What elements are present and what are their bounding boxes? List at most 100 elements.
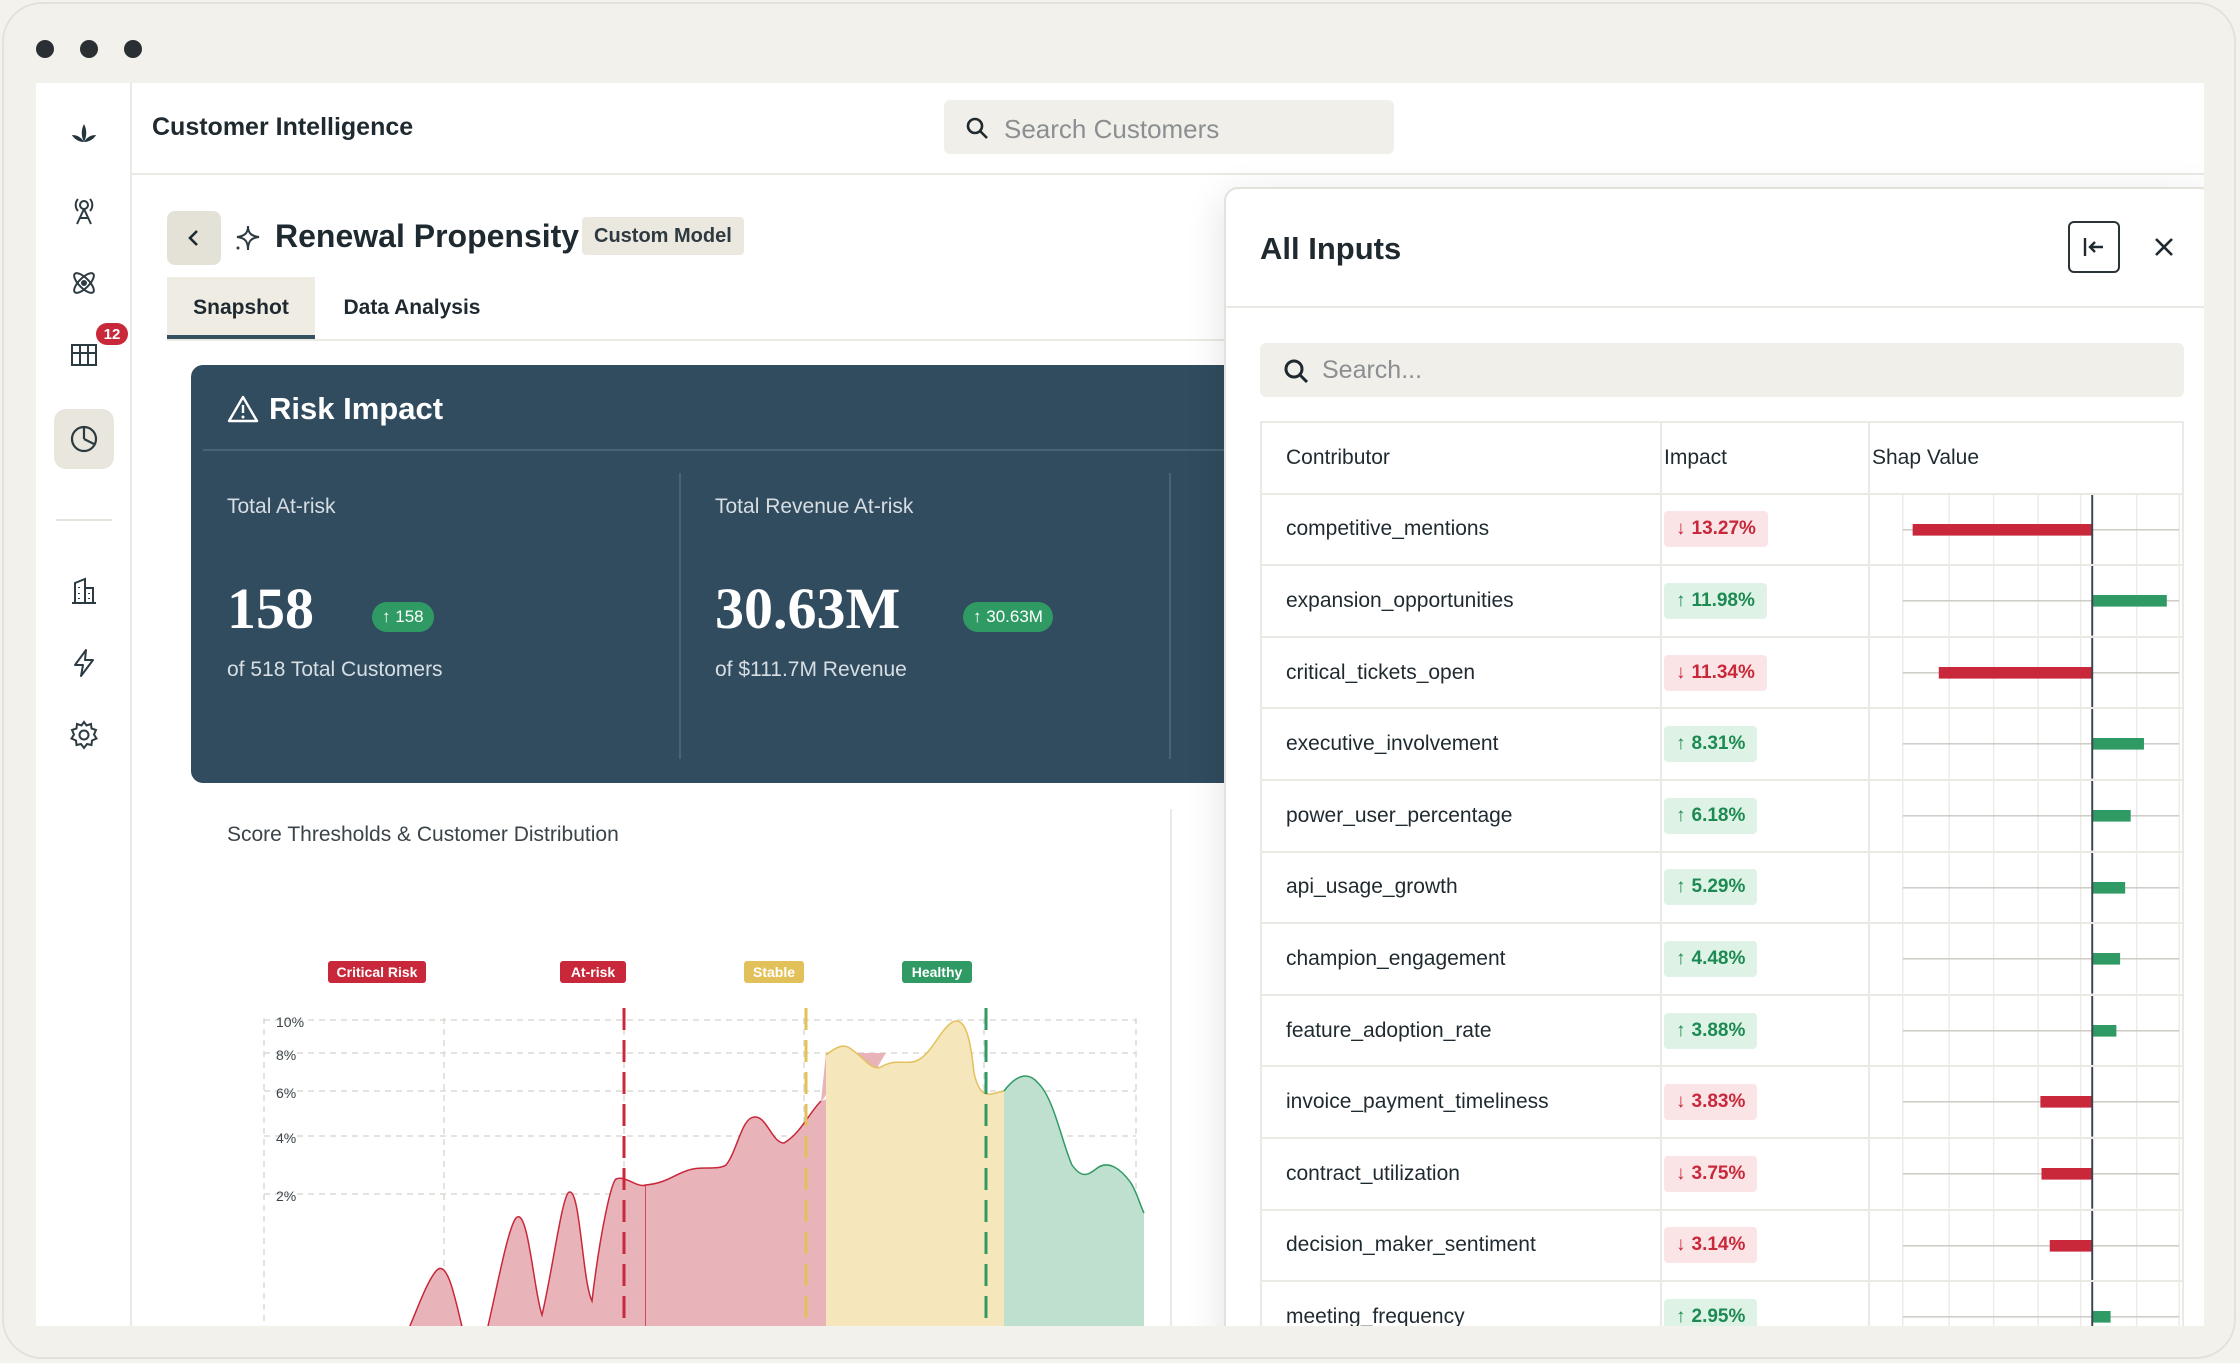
impact-value: 11.34% bbox=[1691, 661, 1755, 683]
bolt-icon[interactable] bbox=[54, 633, 114, 693]
all-inputs-panel: All Inputs Search... Contributor Impact … bbox=[1224, 187, 2204, 1326]
table-row[interactable]: feature_adoption_rate ↑ 3.88% bbox=[1262, 995, 2182, 1068]
customer-search[interactable]: Search Customers bbox=[944, 100, 1394, 154]
table-row[interactable]: api_usage_growth ↑ 5.29% bbox=[1262, 852, 2182, 925]
band-label: At-risk bbox=[560, 961, 626, 983]
table-row[interactable]: decision_maker_sentiment ↓ 3.14% bbox=[1262, 1210, 2182, 1283]
impact-cell: ↓ 3.14% bbox=[1664, 1211, 1758, 1281]
column-divider bbox=[1868, 852, 1870, 923]
table-row[interactable]: invoice_payment_timeliness ↓ 3.83% bbox=[1262, 1067, 2182, 1139]
model-chip: Custom Model bbox=[582, 217, 744, 255]
table-row[interactable]: contract_utilization ↓ 3.75% bbox=[1262, 1138, 2182, 1211]
column-header[interactable]: Contributor bbox=[1286, 445, 1390, 469]
shap-bar bbox=[2092, 953, 2121, 965]
shap-bar bbox=[2092, 881, 2126, 894]
table-row[interactable]: expansion_opportunities ↑ 11.98% bbox=[1262, 566, 2182, 638]
board-icon[interactable] bbox=[54, 325, 114, 385]
inputs-search[interactable]: Search... bbox=[1260, 343, 2184, 397]
chart-pie-icon[interactable] bbox=[54, 409, 114, 469]
building-icon[interactable] bbox=[54, 561, 114, 621]
metric-divider bbox=[679, 473, 681, 759]
column-divider bbox=[1660, 1138, 1662, 1209]
impact-value: 3.14% bbox=[1691, 1234, 1746, 1256]
metric-label: Total At-risk bbox=[227, 495, 336, 518]
column-divider bbox=[1868, 1282, 1870, 1326]
arrow-down-icon: ↓ bbox=[1676, 1091, 1686, 1113]
atom-icon[interactable] bbox=[54, 253, 114, 313]
contributor-name: expansion_opportunities bbox=[1286, 588, 1514, 612]
column-divider bbox=[1660, 637, 1662, 708]
tab-snapshot[interactable]: Snapshot bbox=[167, 277, 315, 339]
table-row[interactable]: executive_involvement ↑ 8.31% bbox=[1262, 709, 2182, 781]
table-row[interactable]: critical_tickets_open ↓ 11.34% bbox=[1262, 637, 2182, 710]
risk-impact-header: Risk Impact bbox=[227, 391, 443, 427]
shap-bar-chart bbox=[1902, 494, 2180, 565]
distribution-chart: Critical Risk At-risk Stable Healthy 10% 8% 6… bbox=[263, 961, 1145, 1326]
gear-icon[interactable] bbox=[54, 705, 114, 765]
y-tick-label: 4% bbox=[276, 1130, 296, 1146]
arrow-down-icon: ↓ bbox=[1676, 1234, 1686, 1256]
column-divider bbox=[1868, 566, 1870, 636]
table-row[interactable]: competitive_mentions ↓ 13.27% bbox=[1262, 494, 2182, 567]
shap-bar bbox=[2092, 1024, 2117, 1037]
shap-bar-chart bbox=[1902, 566, 2180, 636]
band-label-text: Healthy bbox=[912, 964, 963, 980]
band-label-text: At-risk bbox=[571, 964, 616, 980]
impact-chip: ↑ 5.29% bbox=[1664, 869, 1758, 906]
shap-bar bbox=[2092, 738, 2144, 750]
column-divider bbox=[1868, 709, 1870, 779]
satellite-icon[interactable] bbox=[54, 181, 114, 241]
column-divider bbox=[1660, 995, 1662, 1066]
close-icon bbox=[2155, 238, 2173, 256]
metric-label: Total Revenue At-risk bbox=[715, 495, 914, 518]
close-panel-button[interactable] bbox=[2138, 221, 2190, 273]
impact-value: 8.31% bbox=[1691, 733, 1746, 755]
arrow-up-icon: ↑ bbox=[1676, 876, 1686, 898]
y-tick-label: 10% bbox=[276, 1014, 304, 1030]
contributor-name: executive_involvement bbox=[1286, 732, 1499, 756]
window-dot-maximize[interactable] bbox=[124, 40, 142, 58]
impact-chip: ↓ 3.83% bbox=[1664, 1084, 1758, 1121]
impact-chip: ↑ 2.95% bbox=[1664, 1298, 1758, 1326]
column-divider bbox=[1868, 780, 1870, 851]
window-dot-close[interactable] bbox=[36, 40, 54, 58]
shap-bar bbox=[2092, 1311, 2111, 1323]
impact-value: 3.75% bbox=[1691, 1162, 1746, 1184]
band-label-text: Stable bbox=[753, 964, 795, 980]
column-divider bbox=[1868, 1067, 1870, 1137]
metric-value: 158 bbox=[227, 576, 314, 641]
tab-data-analysis[interactable]: Data Analysis bbox=[343, 296, 481, 319]
arrow-up-icon: ↑ bbox=[1676, 589, 1686, 611]
contributor-name: meeting_frequency bbox=[1286, 1304, 1465, 1326]
contributors-table: Contributor Impact Shap Value competitiv… bbox=[1260, 421, 2184, 1326]
column-divider bbox=[1660, 494, 1662, 565]
collapse-panel-button[interactable] bbox=[2068, 221, 2120, 273]
metric-value: 30.63M bbox=[715, 576, 901, 641]
arrow-up-icon: ↑ bbox=[1676, 1305, 1686, 1326]
column-header[interactable]: Impact bbox=[1664, 445, 1728, 469]
table-row[interactable]: champion_engagement ↑ 4.48% bbox=[1262, 924, 2182, 996]
window-dot-minimize[interactable] bbox=[80, 40, 98, 58]
column-divider bbox=[1660, 924, 1662, 994]
band-label-chip bbox=[744, 961, 804, 983]
logo-icon[interactable] bbox=[54, 105, 114, 165]
contributor-name: invoice_payment_timeliness bbox=[1286, 1090, 1549, 1114]
arrow-down-icon: ↓ bbox=[1676, 661, 1686, 683]
shap-bar-chart bbox=[1902, 709, 2180, 779]
y-tick-label: 2% bbox=[276, 1188, 296, 1204]
shap-bar-chart bbox=[1902, 924, 2180, 994]
shap-bar bbox=[2092, 809, 2131, 822]
impact-cell: ↑ 6.18% bbox=[1664, 781, 1758, 851]
arrow-down-icon: ↓ bbox=[1676, 1162, 1686, 1184]
table-row[interactable]: power_user_percentage ↑ 6.18% bbox=[1262, 780, 2182, 853]
impact-chip: ↑ 6.18% bbox=[1664, 797, 1758, 834]
customer-search-placeholder: Search Customers bbox=[1004, 114, 1220, 144]
table-row[interactable]: meeting_frequency ↑ 2.95% bbox=[1262, 1282, 2182, 1326]
column-header[interactable]: Shap Value bbox=[1872, 445, 1980, 469]
back-button[interactable] bbox=[167, 211, 221, 265]
metric-change-chip: ↑ 158 bbox=[372, 602, 434, 632]
metric-change-value: 158 bbox=[395, 607, 424, 626]
column-divider bbox=[1868, 1138, 1870, 1209]
distribution-title: Score Thresholds & Customer Distribution bbox=[227, 823, 619, 846]
band-label: Healthy bbox=[902, 961, 972, 983]
